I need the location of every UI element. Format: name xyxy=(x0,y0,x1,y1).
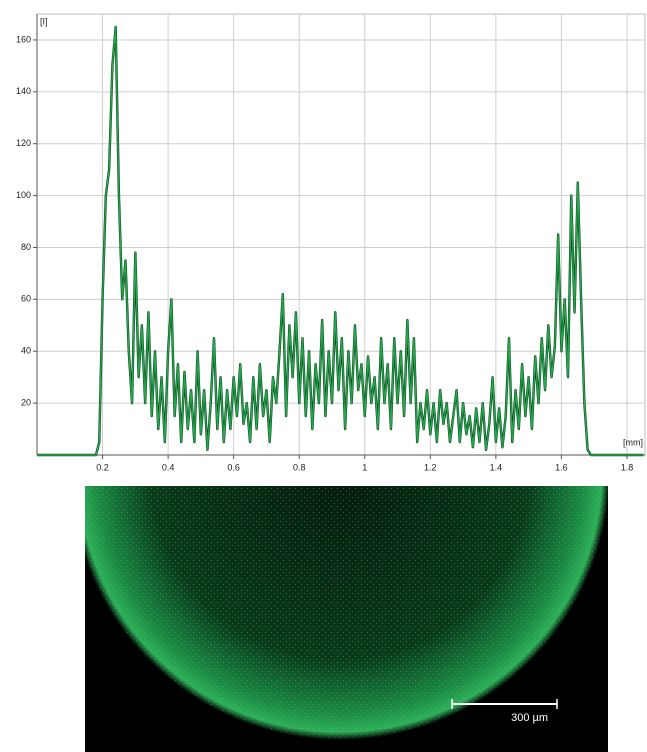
profile-line xyxy=(37,26,644,456)
x-tick-label: 0.4 xyxy=(162,462,175,472)
fluorescence-speckle xyxy=(85,486,608,738)
plot-area xyxy=(36,13,646,456)
y-tick-label: 60 xyxy=(21,294,31,304)
x-tick-label: 1.8 xyxy=(621,462,634,472)
x-tick-label: 1 xyxy=(362,462,367,472)
y-axis-label: [I] xyxy=(40,16,48,26)
x-tick-label: 1.4 xyxy=(490,462,503,472)
x-tick-label: 0.2 xyxy=(96,462,109,472)
y-tick-label: 160 xyxy=(16,34,31,44)
micrograph: 300 µm xyxy=(85,486,608,752)
x-tick-label: 1.2 xyxy=(424,462,437,472)
chart: 20 40 60 80 100 120 140 160 0.2 0.4 0.6 0.8 1 1.2 1.4 1… xyxy=(16,14,645,472)
y-tick-label: 120 xyxy=(16,138,31,148)
x-tick-label: 0.6 xyxy=(227,462,240,472)
y-tick-label: 40 xyxy=(21,346,31,356)
y-tick-label: 140 xyxy=(16,86,31,96)
scale-label: 300 µm xyxy=(511,712,548,724)
x-tick-label: 1.6 xyxy=(555,462,568,472)
y-tick-label: 20 xyxy=(21,397,31,407)
y-tick-label: 100 xyxy=(16,190,31,200)
y-tick-label: 80 xyxy=(21,242,31,252)
x-tick-label: 0.8 xyxy=(293,462,306,472)
x-axis-label: [mm] xyxy=(623,437,643,447)
